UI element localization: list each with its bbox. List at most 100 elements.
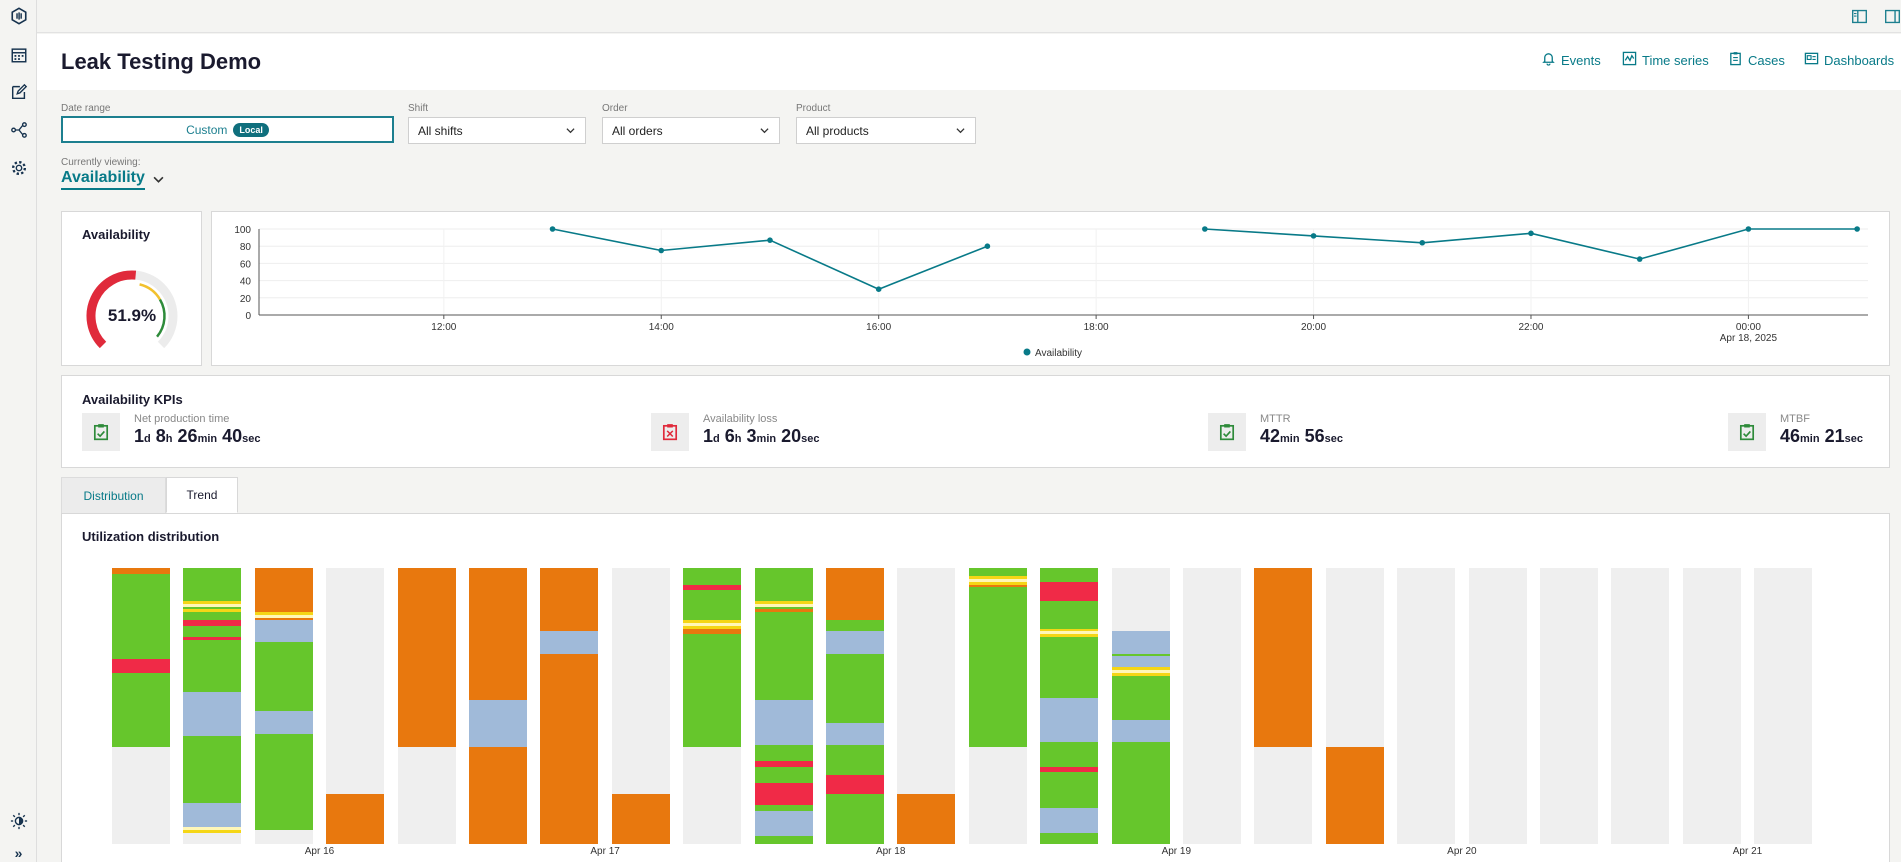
utilization-segment[interactable] (683, 634, 742, 748)
utilization-segment[interactable] (254, 642, 313, 712)
utilization-segment[interactable] (754, 744, 813, 762)
panel-left-icon[interactable] (1849, 6, 1869, 26)
utilization-segment[interactable] (469, 568, 527, 701)
utilization-segment[interactable] (968, 579, 1027, 582)
utilization-segment[interactable] (1040, 832, 1099, 844)
utilization-bar[interactable] (754, 568, 813, 844)
utilization-segment[interactable] (1325, 747, 1384, 844)
date-range-selector[interactable]: Custom Local (61, 116, 394, 143)
utilization-segment[interactable] (683, 620, 742, 624)
utilization-segment[interactable] (683, 584, 742, 591)
utilization-segment[interactable] (183, 603, 242, 607)
data-point[interactable] (875, 286, 882, 292)
utilization-segment[interactable] (897, 794, 956, 844)
utilization-segment[interactable] (183, 736, 242, 803)
utilization-segment[interactable] (112, 568, 170, 574)
utilization-segment[interactable] (754, 568, 813, 602)
data-point[interactable] (658, 247, 665, 254)
utilization-segment[interactable] (754, 609, 813, 613)
utilization-segment[interactable] (1040, 628, 1099, 632)
utilization-segment[interactable] (1040, 766, 1099, 773)
utilization-bar[interactable] (112, 568, 170, 844)
utilization-segment[interactable] (1111, 656, 1170, 668)
utilization-bar[interactable] (1111, 568, 1170, 844)
utilization-segment[interactable] (1111, 667, 1170, 671)
product-select[interactable]: All products (796, 117, 976, 144)
utilization-segment[interactable] (826, 620, 884, 632)
utilization-segment[interactable] (183, 612, 242, 621)
utilization-segment[interactable] (1040, 808, 1099, 833)
utilization-segment[interactable] (254, 733, 313, 831)
utilization-segment[interactable] (683, 625, 742, 629)
utilization-bar[interactable] (1682, 568, 1741, 844)
utilization-bar[interactable] (611, 568, 670, 844)
calendar-icon[interactable] (9, 45, 28, 64)
utilization-segment[interactable] (826, 744, 884, 775)
data-point[interactable] (1745, 226, 1752, 232)
utilization-segment[interactable] (968, 568, 1027, 577)
shift-select[interactable]: All shifts (408, 117, 586, 144)
utilization-segment[interactable] (968, 587, 1027, 748)
utilization-segment[interactable] (754, 603, 813, 607)
utilization-segment[interactable] (1040, 631, 1099, 635)
utilization-segment[interactable] (754, 601, 813, 604)
utilization-segment[interactable] (183, 692, 242, 737)
data-point[interactable] (1528, 230, 1534, 237)
edit-icon[interactable] (9, 82, 28, 101)
utilization-segment[interactable] (112, 573, 170, 660)
utilization-segment[interactable] (897, 568, 956, 795)
time-series-link[interactable]: Time series (1622, 51, 1709, 69)
utilization-segment[interactable] (1040, 697, 1099, 742)
utilization-segment[interactable] (1040, 636, 1099, 698)
utilization-segment[interactable] (683, 568, 742, 585)
utilization-segment[interactable] (183, 606, 242, 610)
tab-trend[interactable]: Trend (166, 477, 238, 513)
utilization-segment[interactable] (826, 568, 884, 621)
utilization-segment[interactable] (540, 568, 599, 632)
utilization-segment[interactable] (112, 659, 170, 673)
utilization-segment[interactable] (683, 628, 742, 635)
panel-right-icon[interactable] (1882, 6, 1901, 26)
utilization-segment[interactable] (183, 832, 242, 844)
utilization-bar[interactable] (1325, 568, 1384, 844)
utilization-segment[interactable] (754, 612, 813, 701)
cases-link[interactable]: Cases (1728, 51, 1785, 69)
utilization-bar[interactable] (469, 568, 527, 844)
utilization-segment[interactable] (1468, 568, 1527, 844)
utilization-segment[interactable] (754, 805, 813, 811)
utilization-segment[interactable] (826, 653, 884, 723)
events-link[interactable]: Events (1541, 51, 1601, 69)
utilization-segment[interactable] (1111, 741, 1170, 844)
utilization-bar[interactable] (1754, 568, 1813, 844)
utilization-segment[interactable] (254, 617, 313, 621)
utilization-segment[interactable] (540, 631, 599, 654)
utilization-segment[interactable] (968, 747, 1027, 844)
utilization-segment[interactable] (254, 614, 313, 618)
utilization-segment[interactable] (469, 700, 527, 748)
utilization-segment[interactable] (183, 639, 242, 693)
utilization-segment[interactable] (254, 620, 313, 643)
utilization-bar[interactable] (1540, 568, 1598, 844)
utilization-segment[interactable] (1111, 631, 1170, 654)
utilization-segment[interactable] (826, 631, 884, 654)
data-point[interactable] (1854, 226, 1860, 232)
utilization-segment[interactable] (254, 612, 313, 615)
data-point[interactable] (549, 226, 556, 232)
utilization-segment[interactable] (826, 774, 884, 795)
utilization-segment[interactable] (326, 794, 385, 844)
utilization-segment[interactable] (183, 802, 242, 828)
app-logo-icon[interactable] (9, 6, 28, 25)
utilization-bar[interactable] (826, 568, 884, 844)
utilization-segment[interactable] (183, 625, 242, 637)
utilization-bar[interactable] (254, 568, 313, 844)
utilization-segment[interactable] (1397, 568, 1456, 844)
utilization-segment[interactable] (1040, 772, 1099, 809)
data-point[interactable] (1310, 233, 1317, 239)
utilization-segment[interactable] (540, 653, 599, 844)
utilization-segment[interactable] (183, 568, 242, 602)
gear-icon[interactable] (9, 158, 28, 177)
utilization-bar[interactable] (326, 568, 385, 844)
legend-label[interactable]: Availability (1035, 348, 1082, 359)
utilization-segment[interactable] (1040, 741, 1099, 767)
utilization-segment[interactable] (1111, 672, 1170, 676)
